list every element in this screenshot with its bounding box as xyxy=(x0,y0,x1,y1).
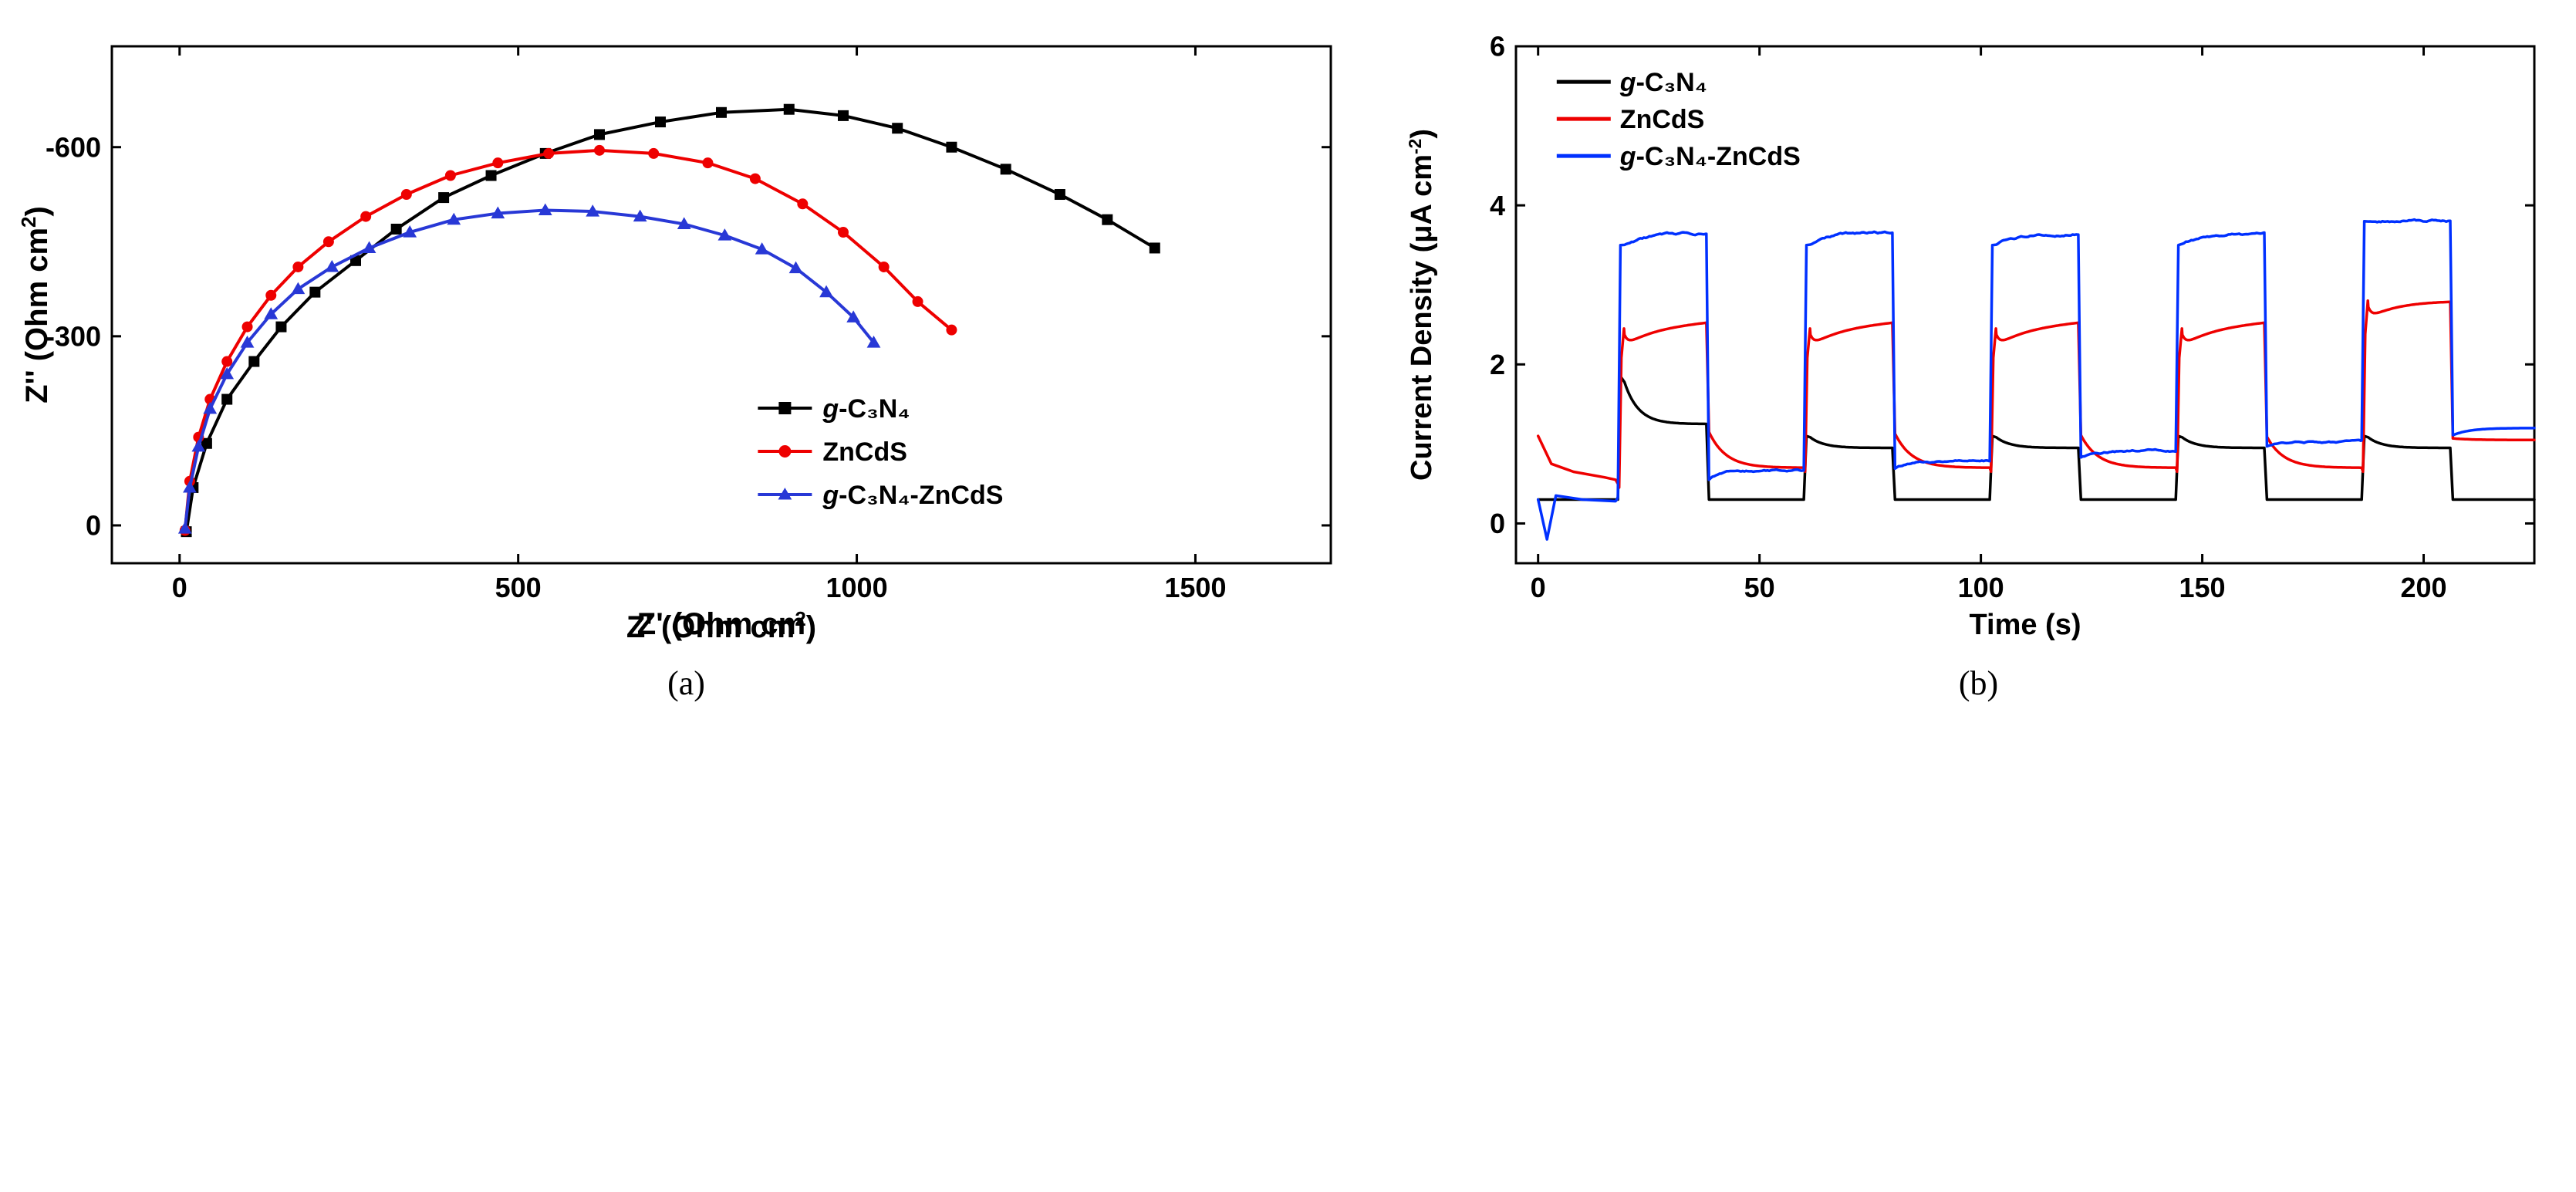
svg-text:0: 0 xyxy=(171,572,187,603)
svg-text:0: 0 xyxy=(85,510,100,542)
svg-text:1000: 1000 xyxy=(825,572,887,603)
svg-text:g-C₃N₄: g-C₃N₄ xyxy=(1619,68,1707,97)
svg-text:Time (s): Time (s) xyxy=(1969,609,2081,641)
svg-text:g-C₃N₄: g-C₃N₄ xyxy=(822,394,910,424)
chart-b: 0 50 100 150 200 0 2 4 6 Time (s) Current Density … xyxy=(1393,15,2565,656)
svg-text:Z' (Ohm cm2): Z' (Ohm cm2) xyxy=(626,607,815,644)
svg-text:0: 0 xyxy=(1530,572,1545,603)
panel-a: 050010001500-600-3000Z' (Ohm cmZ' (Ohm c… xyxy=(12,15,1362,703)
svg-text:Current Density (μA cm-2): Current Density (μA cm-2) xyxy=(1405,129,1438,481)
caption-a: (a) xyxy=(667,664,705,703)
svg-text:500: 500 xyxy=(495,572,541,603)
svg-text:1500: 1500 xyxy=(1164,572,1226,603)
svg-text:150: 150 xyxy=(2179,572,2225,603)
svg-text:ZnCdS: ZnCdS xyxy=(1619,105,1704,134)
chart-a: 050010001500-600-3000Z' (Ohm cmZ' (Ohm c… xyxy=(12,15,1362,656)
panel-b: 0 50 100 150 200 0 2 4 6 Time (s) Current Density … xyxy=(1393,15,2565,703)
svg-text:g-C₃N₄-ZnCdS: g-C₃N₄-ZnCdS xyxy=(1619,142,1800,171)
figure-row: 050010001500-600-3000Z' (Ohm cmZ' (Ohm c… xyxy=(0,0,2576,718)
svg-text:200: 200 xyxy=(2400,572,2446,603)
svg-text:4: 4 xyxy=(1489,190,1504,221)
svg-text:2: 2 xyxy=(1489,349,1504,380)
svg-text:-600: -600 xyxy=(45,131,100,163)
svg-text:50: 50 xyxy=(1744,572,1774,603)
svg-text:0: 0 xyxy=(1489,508,1504,539)
svg-text:6: 6 xyxy=(1489,31,1504,62)
svg-text:ZnCdS: ZnCdS xyxy=(822,437,907,467)
svg-text:g-C₃N₄-ZnCdS: g-C₃N₄-ZnCdS xyxy=(822,481,1003,510)
svg-text:100: 100 xyxy=(1957,572,2004,603)
svg-text:Z'' (Ohm cm2): Z'' (Ohm cm2) xyxy=(17,206,54,404)
caption-b: (b) xyxy=(1959,664,1998,703)
